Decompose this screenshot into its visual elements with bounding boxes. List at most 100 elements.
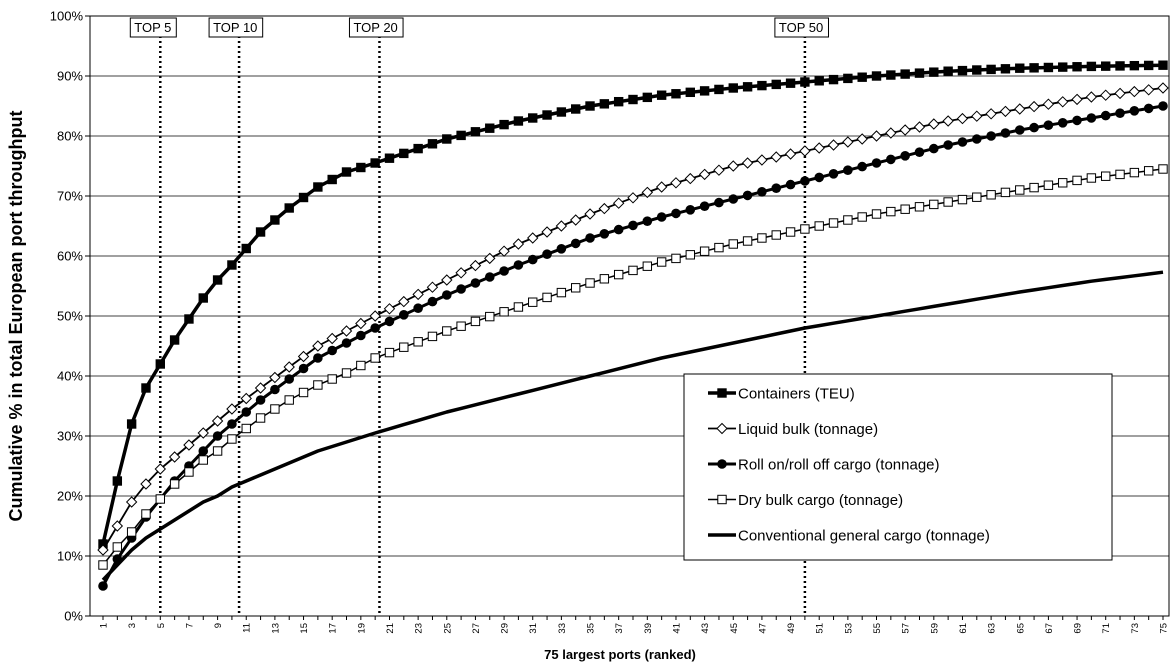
data-point [1086, 173, 1097, 183]
legend-entry: Liquid bulk (tonnage) [738, 421, 878, 438]
data-point [716, 422, 728, 435]
data-point [1099, 89, 1112, 101]
data-point [929, 143, 939, 154]
data-point [184, 314, 194, 324]
marker-label-box [129, 17, 177, 38]
data-point [1129, 60, 1140, 71]
data-point [1058, 62, 1068, 72]
x-tick-label: 17 [328, 623, 339, 634]
series-lines [97, 60, 1169, 591]
series-group [98, 60, 1168, 549]
data-point [112, 476, 123, 486]
data-point [656, 212, 667, 222]
data-point [899, 124, 911, 136]
data-point [499, 307, 509, 317]
data-point [1157, 82, 1169, 94]
data-point [542, 249, 552, 259]
data-point [227, 419, 237, 429]
data-point [326, 332, 338, 345]
data-point [527, 232, 539, 244]
x-tick-label: 65 [1015, 623, 1026, 634]
x-tick-label: 41 [671, 623, 682, 634]
x-tick-label: 29 [500, 623, 511, 634]
data-point [284, 374, 295, 384]
data-point [985, 108, 997, 120]
data-point [569, 214, 582, 226]
data-point [355, 317, 367, 330]
data-point [1086, 113, 1097, 123]
legend-entry: Roll on/roll off cargo (tonnage) [738, 457, 940, 474]
data-point [413, 303, 423, 314]
legend-entry: Containers (TEU) [738, 386, 855, 403]
data-point [771, 79, 781, 90]
data-point [1043, 180, 1054, 190]
data-point [800, 77, 810, 87]
y-tick-label: 30% [57, 429, 83, 444]
y-tick-label: 70% [57, 189, 83, 204]
data-point [284, 395, 294, 405]
data-point [599, 274, 610, 284]
data-point [155, 359, 165, 369]
data-point [957, 137, 968, 147]
x-tick-label: 53 [843, 623, 854, 634]
data-point [1128, 85, 1141, 98]
x-tick-label: 27 [471, 623, 482, 634]
data-point [1115, 108, 1125, 118]
data-point [857, 72, 867, 82]
data-point [413, 337, 423, 347]
data-point [585, 278, 595, 288]
data-point [756, 154, 768, 166]
data-point [370, 353, 380, 363]
data-point [269, 371, 281, 384]
data-point [168, 451, 181, 463]
data-point [1143, 60, 1154, 71]
data-point [727, 160, 739, 172]
data-point [513, 302, 524, 312]
legend: Containers (TEU) Liquid bulk (tonnage) Rol… [683, 373, 1113, 561]
data-point [914, 147, 925, 157]
data-point [198, 455, 208, 465]
data-point [900, 151, 910, 161]
data-point [270, 215, 280, 225]
data-point [313, 353, 323, 363]
data-point [211, 415, 224, 427]
x-tick-label: 25 [442, 623, 453, 634]
data-point [198, 446, 209, 456]
data-point [1014, 103, 1026, 115]
data-point [112, 542, 123, 552]
data-point [770, 151, 782, 163]
data-point [456, 130, 466, 141]
data-point [957, 65, 968, 76]
data-point [384, 153, 395, 163]
data-point [971, 134, 982, 144]
data-point [528, 297, 538, 307]
data-point [628, 94, 638, 105]
data-point [1058, 178, 1068, 188]
data-point [240, 392, 252, 405]
data-point [370, 323, 380, 333]
data-point [871, 209, 882, 219]
marker-label: TOP 5 [134, 20, 171, 35]
x-tick-label: 15 [299, 623, 310, 634]
x-tick-label: 67 [1044, 623, 1055, 634]
data-point [957, 194, 968, 205]
data-point [656, 257, 667, 267]
data-point [699, 86, 710, 96]
data-point [928, 118, 940, 130]
data-point [800, 176, 810, 186]
data-point [97, 544, 109, 556]
data-point [340, 325, 353, 337]
data-point [111, 520, 124, 532]
data-point [843, 215, 853, 225]
data-point [828, 74, 839, 85]
x-tick-label: 33 [557, 623, 568, 634]
data-point [1115, 169, 1125, 180]
data-point [785, 179, 796, 190]
data-point [356, 360, 366, 371]
data-point [198, 293, 208, 303]
data-point [485, 311, 495, 322]
data-point [986, 190, 996, 200]
data-point [871, 71, 882, 81]
y-tick-label: 60% [57, 249, 83, 264]
legend-entry: Conventional general cargo (tonnage) [738, 528, 990, 545]
